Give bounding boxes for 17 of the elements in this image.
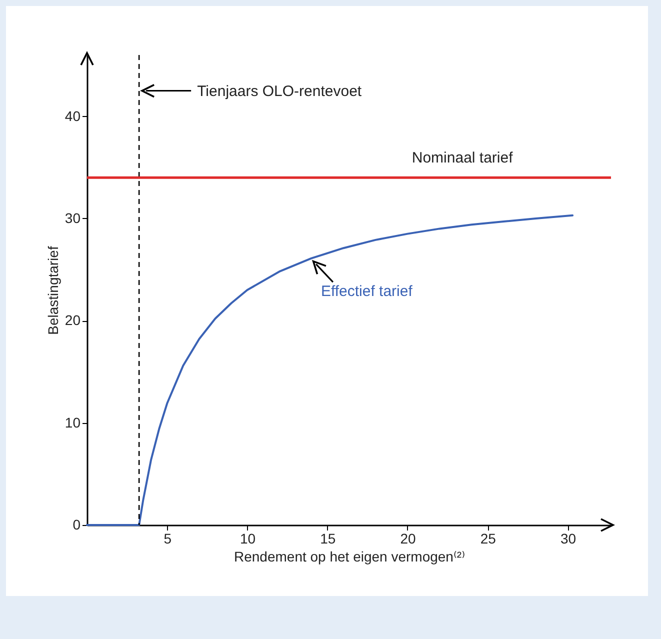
x-tick-label: 30 — [560, 530, 576, 546]
x-tick-label: 20 — [400, 530, 416, 546]
y-tick-label: 20 — [64, 312, 81, 328]
x-axis-title: Rendement op het eigen vermogen⁽²⁾ — [234, 548, 466, 564]
x-tick-label: 15 — [320, 530, 336, 546]
y-tick-label: 0 — [72, 516, 81, 532]
x-tick-label: 5 — [164, 530, 172, 546]
y-tick-label: 10 — [64, 414, 81, 430]
x-tick-label: 10 — [240, 530, 256, 546]
y-tick-label: 30 — [64, 210, 81, 226]
x-tick-label: 25 — [480, 530, 496, 546]
y-tick-label: 40 — [64, 108, 81, 124]
y-axis-title: Belastingtarief — [44, 246, 61, 335]
ref-line-label: Nominaal tarief — [412, 150, 514, 167]
series-label: Effectief tarief — [320, 283, 414, 300]
ref-line-label: Tienjaars OLO-rentevoet — [197, 82, 362, 100]
line-series — [86, 214, 574, 526]
